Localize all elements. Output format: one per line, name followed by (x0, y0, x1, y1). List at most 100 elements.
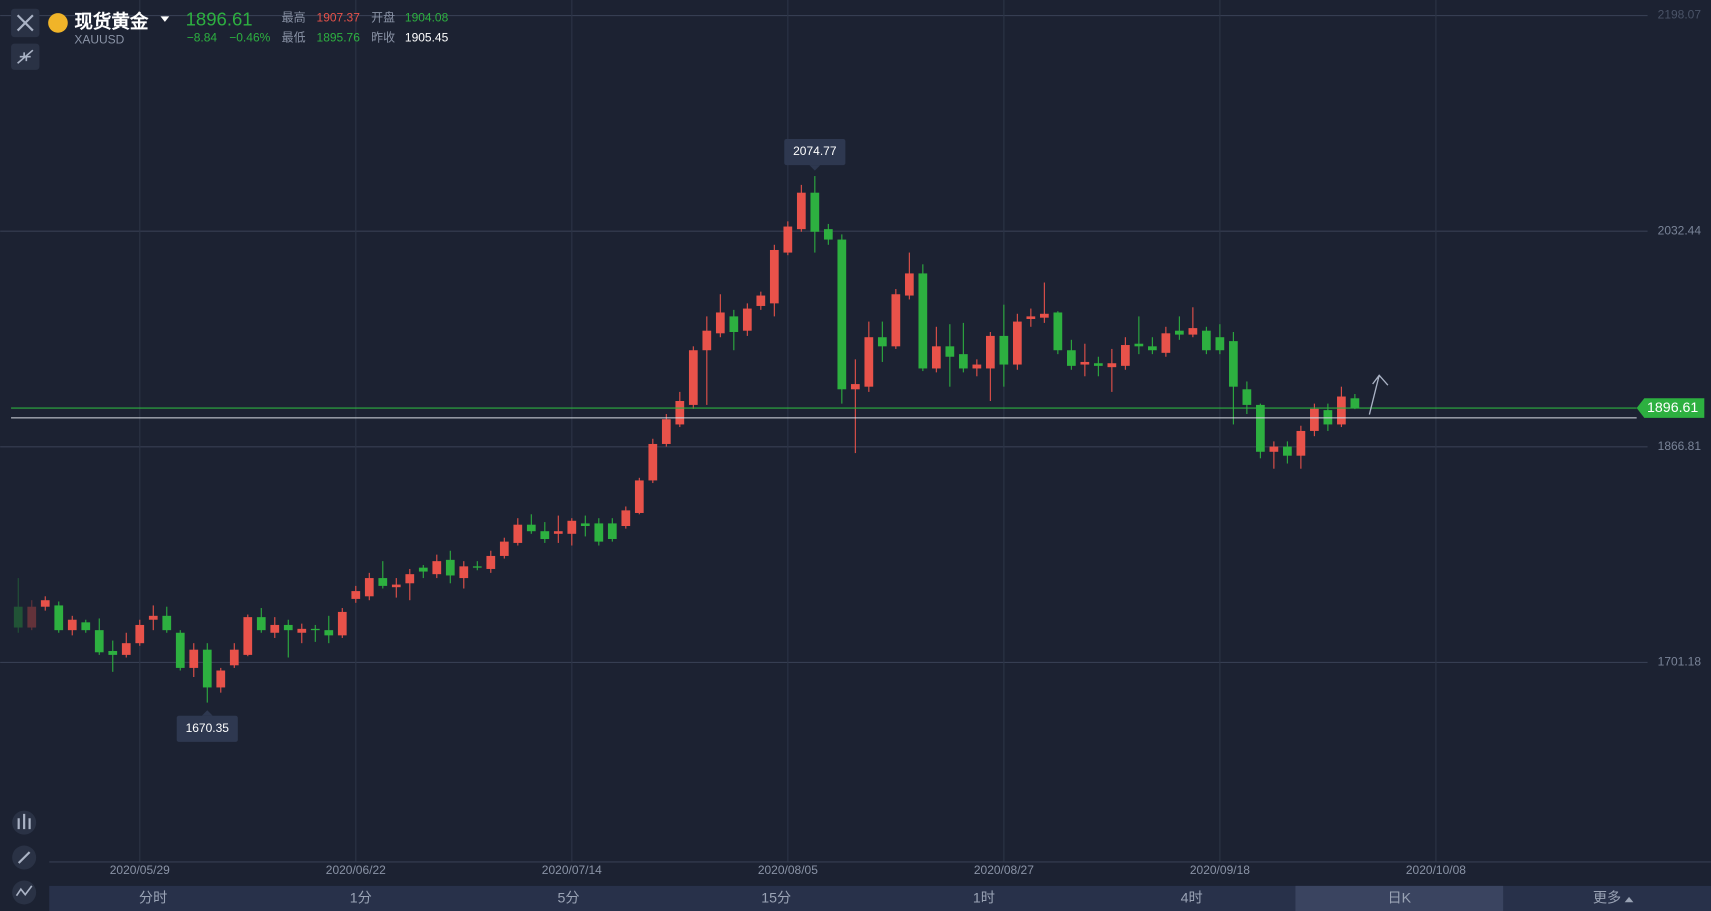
candle (958, 322, 968, 373)
candle (904, 252, 914, 300)
candle-body (675, 401, 685, 425)
x-tick-label: 2020/10/08 (1406, 863, 1466, 877)
candle-body (958, 354, 968, 369)
candle (945, 324, 955, 387)
indicator-tool[interactable] (12, 810, 37, 835)
y-tick-label: 1701.18 (1658, 655, 1702, 669)
candle-body (121, 643, 131, 655)
period-tab[interactable]: 更多 (1593, 890, 1621, 907)
candle (972, 359, 982, 377)
candle-body (661, 419, 671, 444)
candle (1148, 337, 1157, 355)
candle (567, 518, 577, 546)
candle (756, 291, 766, 310)
candle-body (337, 611, 347, 636)
draw-tool[interactable] (12, 845, 37, 870)
candle (1229, 332, 1238, 425)
gold-icon (48, 13, 68, 33)
candle-body (324, 630, 334, 636)
candle-body (891, 294, 901, 347)
candle-body (54, 605, 64, 631)
candle-body (607, 523, 617, 540)
candle-body (715, 312, 725, 334)
candle (405, 568, 415, 601)
candle-body (756, 295, 766, 306)
candle (1107, 348, 1117, 392)
period-tab[interactable]: 15分 (761, 891, 791, 907)
period-tab[interactable]: 5分 (557, 891, 579, 907)
candle-body (283, 624, 293, 631)
candle (1310, 403, 1319, 437)
period-tab[interactable]: 日K (1387, 891, 1411, 907)
candle-body (904, 273, 914, 296)
candle-body (931, 346, 941, 369)
candle-body (513, 524, 523, 543)
candle (1026, 308, 1036, 327)
low-annotation: 1670.35 (186, 721, 230, 735)
candle-body (1310, 408, 1319, 431)
collapse-button[interactable] (11, 43, 40, 70)
candle-body (175, 632, 185, 668)
dropdown-arrow[interactable] (160, 16, 170, 22)
candle-body (621, 510, 631, 526)
candle-body (850, 384, 860, 390)
candle (823, 223, 833, 245)
candle (783, 221, 793, 256)
period-tab[interactable]: 4时 (1181, 891, 1203, 907)
candle (526, 514, 536, 534)
candle-body (580, 523, 590, 526)
candle (472, 561, 482, 571)
candle (837, 234, 847, 404)
prev-close-label: 昨收 (371, 30, 395, 44)
candle (445, 550, 455, 584)
candle-body (432, 561, 442, 575)
candle-body (189, 649, 199, 668)
candle-body (1012, 321, 1022, 365)
candle (108, 640, 118, 672)
candle (162, 606, 172, 633)
period-tab[interactable]: 1时 (973, 891, 995, 907)
y-tick-label: 1866.81 (1658, 439, 1702, 453)
candle (1120, 337, 1130, 370)
candle (351, 585, 361, 603)
candle (175, 630, 185, 671)
candle (810, 176, 820, 253)
candle-body (526, 524, 536, 532)
period-tab[interactable]: 分时 (139, 891, 167, 907)
candle (1053, 311, 1063, 355)
candle-body (94, 630, 104, 653)
x-tick-label: 2020/08/05 (758, 863, 818, 877)
candle-body (742, 308, 752, 331)
candle-body (364, 578, 374, 597)
candle-body (634, 480, 644, 513)
candle-body (783, 226, 793, 253)
y-tick-label: 2032.44 (1658, 223, 1702, 237)
candle (499, 537, 509, 559)
candle (729, 309, 739, 351)
candle (1188, 307, 1198, 338)
candle (1093, 356, 1103, 377)
candle (702, 316, 712, 405)
price-change: −8.84 (187, 30, 218, 44)
candle (67, 615, 77, 636)
candle (189, 643, 199, 678)
candle-body (823, 229, 833, 240)
candle-body (729, 316, 739, 333)
chart-type-tool[interactable] (12, 880, 37, 905)
candle-body (594, 523, 604, 542)
candle (324, 615, 334, 644)
candle (1269, 441, 1279, 469)
candle (661, 414, 671, 447)
candle (1215, 324, 1225, 355)
candle-body (1039, 313, 1049, 318)
period-tab[interactable]: 1分 (350, 891, 372, 907)
candle-body (405, 574, 415, 584)
instrument-name[interactable]: 现货黄金 (74, 11, 149, 32)
candle-body (918, 273, 928, 369)
close-button[interactable] (11, 8, 40, 38)
candle (81, 619, 91, 633)
candle-body (229, 649, 239, 666)
candle-body (1229, 341, 1238, 387)
candle (1283, 441, 1292, 464)
candle (594, 518, 604, 546)
